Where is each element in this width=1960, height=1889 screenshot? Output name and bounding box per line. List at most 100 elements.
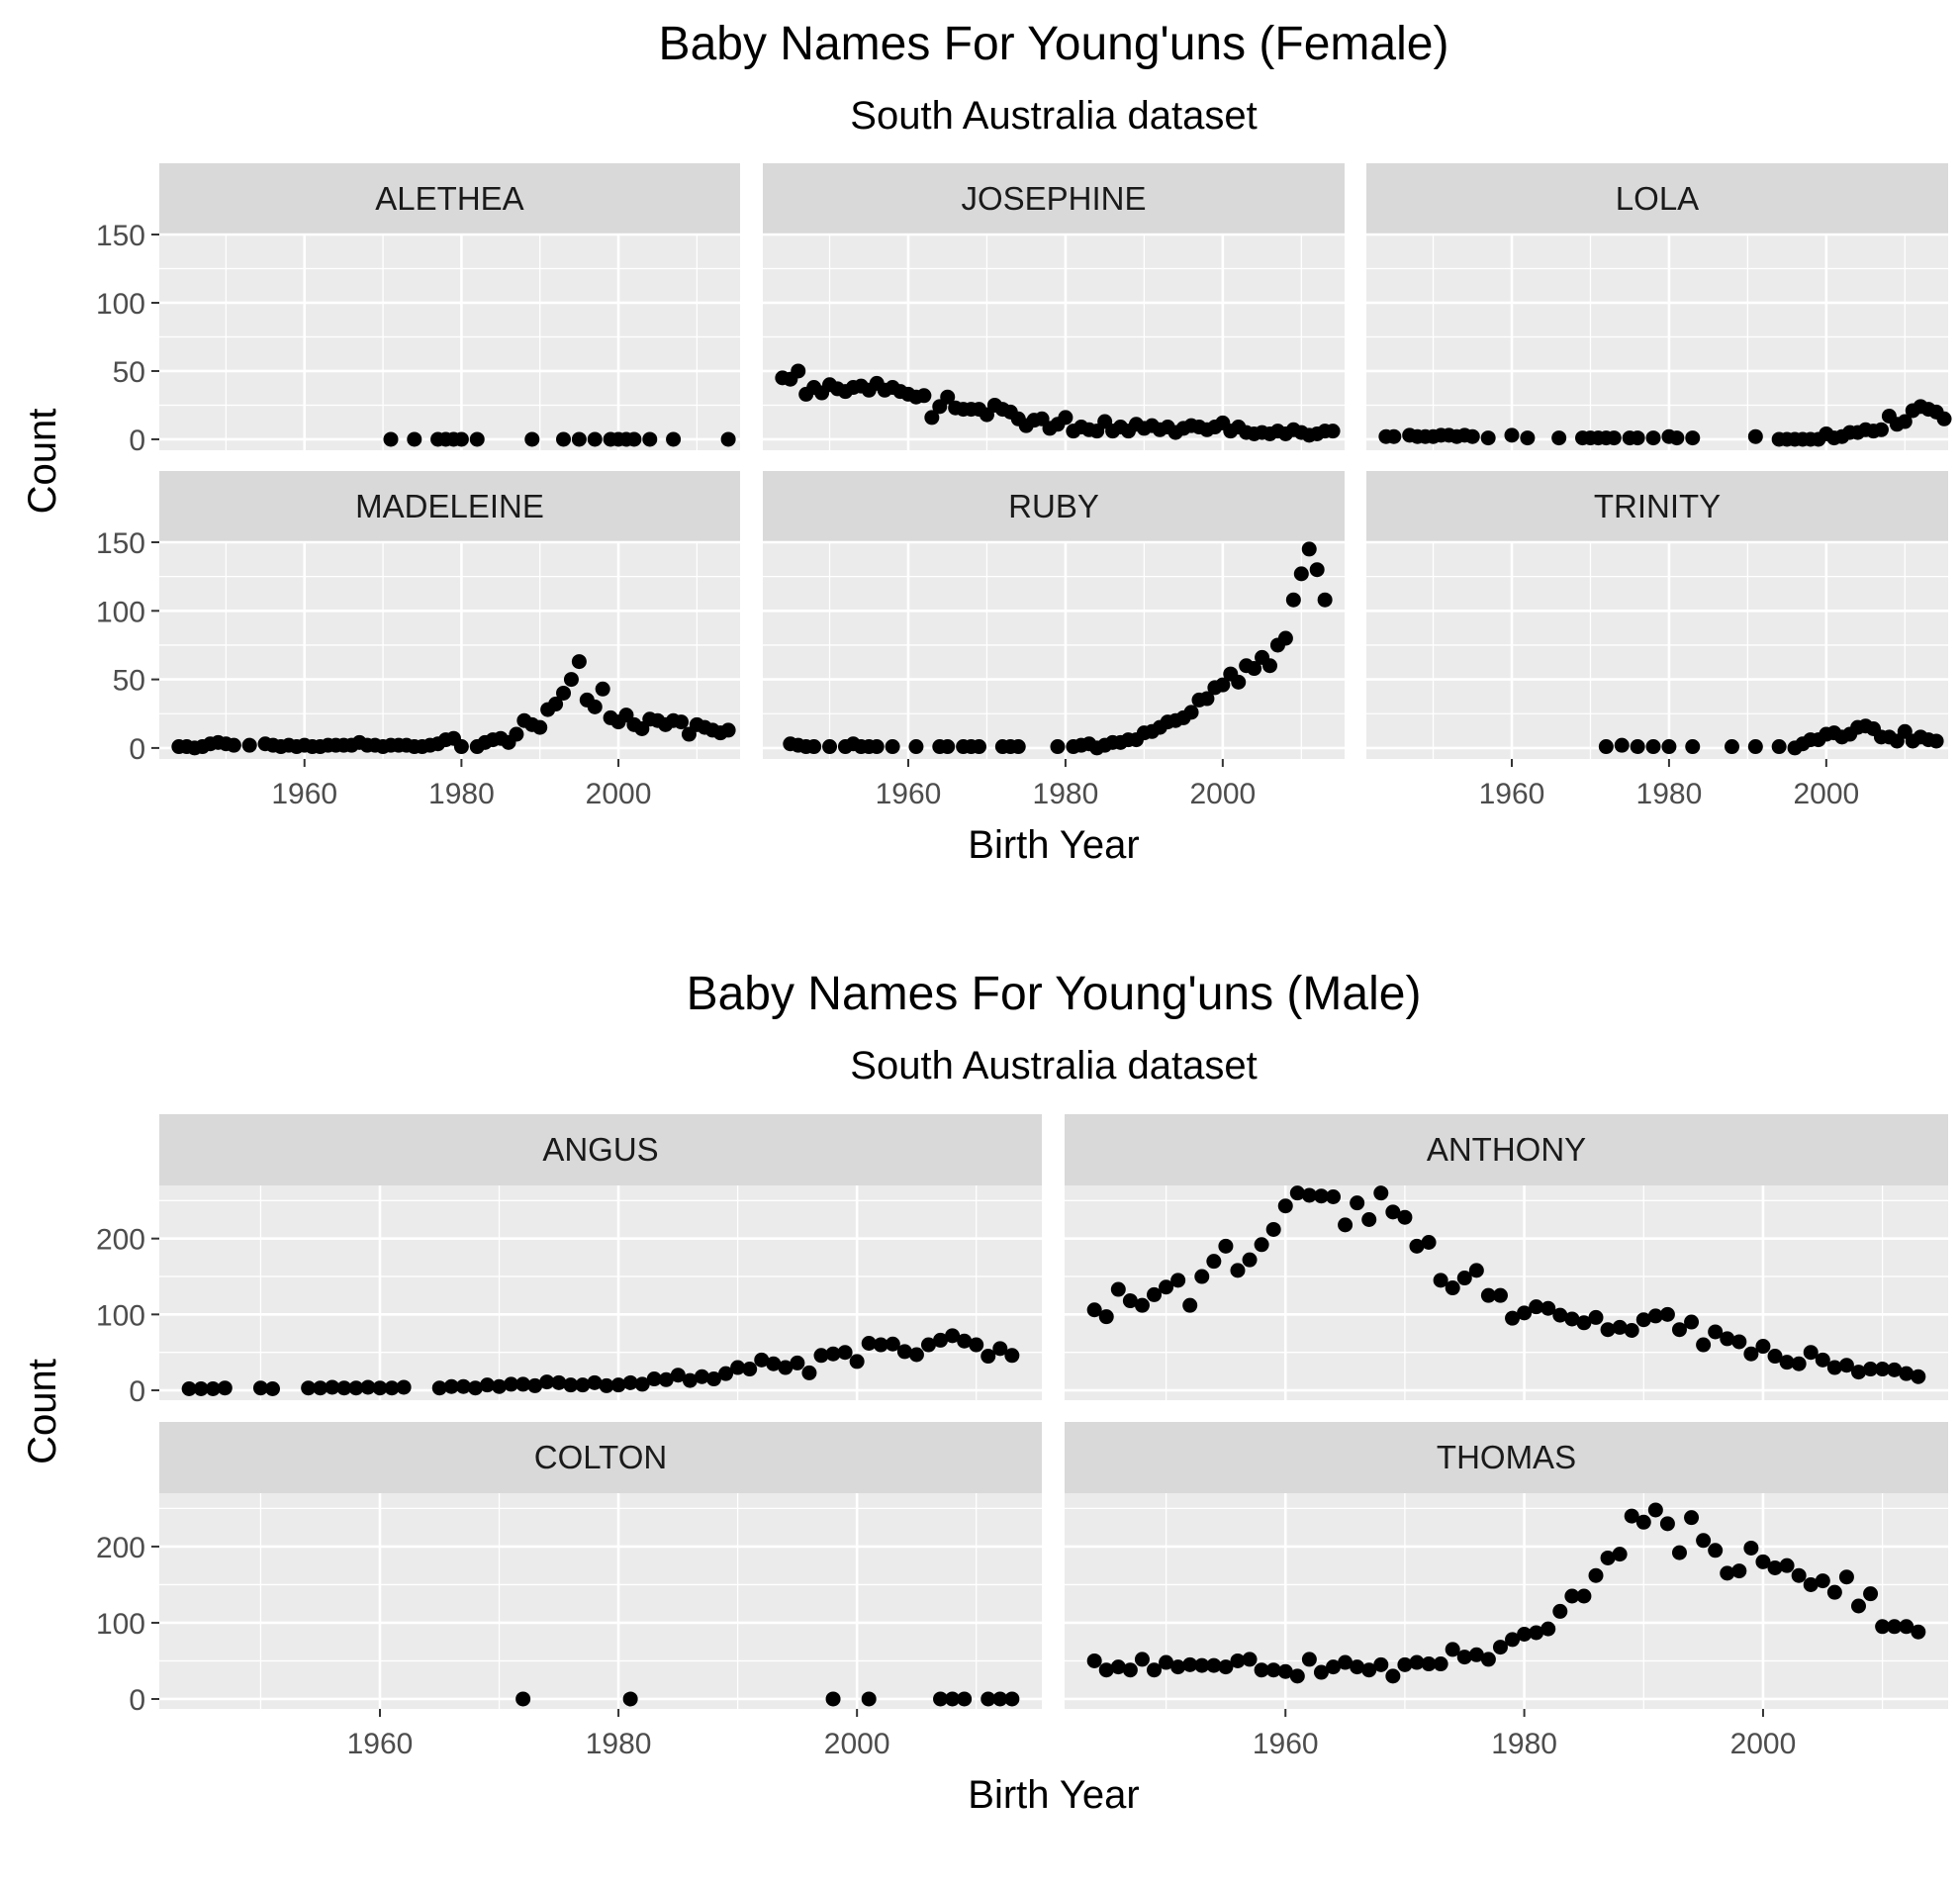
data-point [1397,1656,1413,1672]
data-point [849,1354,865,1370]
data-point [1635,1514,1651,1530]
data-point [383,431,399,447]
data-point [384,1380,400,1396]
data-point [1685,739,1701,755]
panel-background [159,542,740,759]
data-point [1720,1331,1735,1347]
data-point [1564,1311,1580,1327]
data-point [837,1345,853,1361]
data-point [933,1332,949,1348]
data-point [1504,427,1520,443]
data-point [1206,1657,1222,1673]
data-point [1731,1334,1747,1350]
data-point [1242,1252,1258,1268]
data-point [1183,705,1199,720]
data-point [940,739,956,755]
data-point [587,431,603,447]
data-point [1421,1235,1437,1251]
data-point [658,1371,674,1387]
data-point [453,739,469,755]
data-point [1826,1584,1842,1600]
data-point [861,1335,877,1351]
data-point [1098,1309,1114,1325]
data-point [1147,1286,1163,1302]
data-point [1456,1271,1472,1286]
facet-label: ANTHONY [1427,1131,1586,1168]
data-point [1731,1563,1747,1579]
data-point [1433,1273,1448,1288]
data-point [1708,1324,1724,1340]
data-point [1863,1362,1879,1377]
data-point [1480,430,1496,446]
data-point [1564,1588,1580,1604]
data-point [1277,1663,1293,1679]
data-point [1767,1349,1783,1365]
chart-subtitle: South Australia dataset [850,94,1257,138]
data-point [599,1377,614,1393]
data-point [1647,1308,1663,1324]
x-tick-label: 2000 [1189,778,1256,810]
panel-background [159,1185,1042,1400]
facet-strip [159,471,740,542]
data-point [1277,1198,1293,1214]
data-point [1600,1550,1616,1565]
data-point [1058,410,1073,425]
data-point [1614,737,1630,753]
facet-label: RUBY [1008,488,1099,524]
data-point [1588,1567,1604,1583]
data-point [1373,1656,1389,1672]
data-point [646,1371,662,1387]
x-tick-label: 1980 [428,778,495,810]
data-point [1313,1188,1329,1204]
data-point [571,654,587,670]
data-point [1147,1662,1163,1678]
data-point [325,1379,340,1395]
data-point [885,1336,900,1352]
data-point [595,681,610,697]
data-point [1540,1621,1556,1637]
data-point [1301,541,1317,557]
data-point [694,1369,709,1384]
x-tick-label: 1960 [1253,1728,1319,1760]
data-point [1468,1647,1484,1662]
data-point [1480,1652,1496,1667]
data-point [1624,1508,1639,1524]
data-point [1338,1654,1353,1670]
data-point [1887,1619,1903,1635]
data-point [706,1371,722,1387]
data-point [1409,1238,1425,1254]
data-point [1529,1625,1544,1641]
x-tick-label: 1980 [1636,778,1703,810]
chart-0: Baby Names For Young'uns (Female) South A… [21,18,1952,867]
data-point [969,1337,984,1353]
data-point [1671,1545,1687,1560]
data-point [313,1380,328,1396]
data-point [1122,1662,1138,1678]
data-point [453,431,469,447]
data-point [666,431,682,447]
panel-background [763,542,1345,759]
data-point [1182,1656,1198,1672]
data-point [1004,1691,1020,1707]
data-point [1779,1558,1795,1573]
data-point [1215,677,1231,693]
x-tick-label: 1960 [876,778,942,810]
data-point [873,1337,888,1353]
x-tick-label: 1980 [1033,778,1099,810]
data-point [1624,1322,1639,1338]
facet-trinity: TRINITY 1960 1980 2000 [1366,471,1948,810]
data-point [945,1328,961,1344]
y-tick-label: 0 [129,1684,145,1717]
data-point [1576,1315,1592,1331]
data-point [1743,1540,1759,1556]
data-point [670,1368,686,1383]
data-point [226,737,241,753]
x-tick-label: 2000 [824,1728,890,1760]
data-point [1540,1300,1556,1316]
data-point [336,1380,352,1396]
data-point [532,719,548,735]
x-tick-label: 1980 [586,1728,652,1760]
data-point [1313,1664,1329,1680]
data-point [1552,1603,1568,1619]
